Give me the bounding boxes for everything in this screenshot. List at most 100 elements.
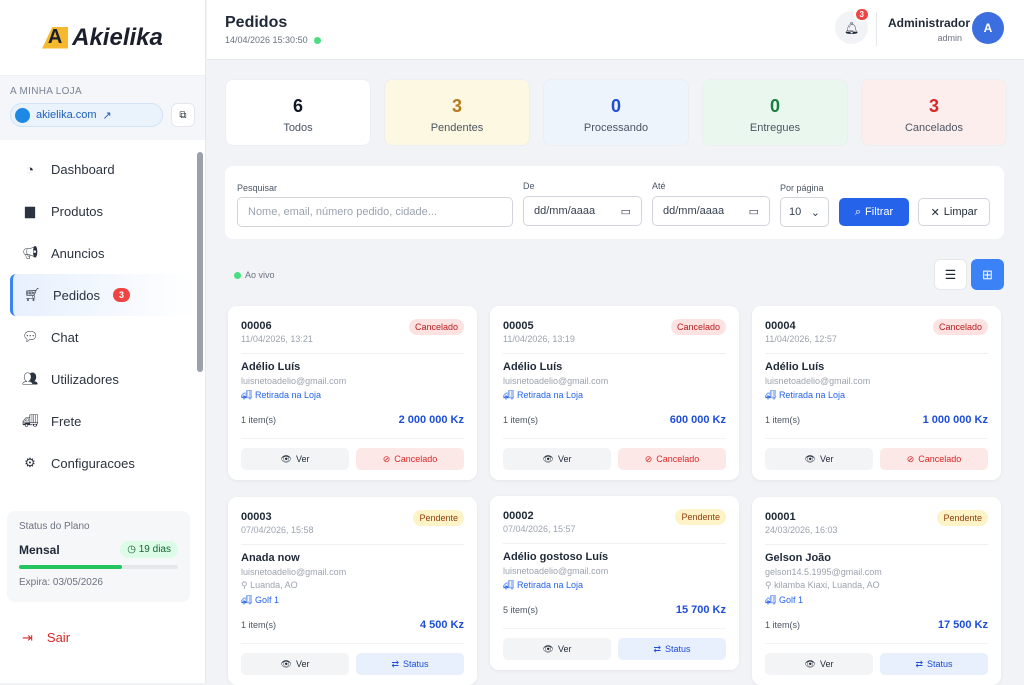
view-button[interactable]: 👁︎ Ver [503, 448, 611, 470]
brand-logo[interactable]: A Akielika [0, 0, 205, 75]
stat-card-pendentes[interactable]: 3 Pendentes [384, 79, 530, 146]
eye-icon: 👁︎ [804, 453, 816, 464]
clock-icon: ◷ [127, 544, 139, 555]
page-datetime: 14/04/2026 15:30:50 [225, 35, 321, 45]
sidebar-item-utilizadores[interactable]: 👥︎ Utilizadores [0, 358, 195, 400]
status-button[interactable]: ⇄ Status [356, 653, 464, 675]
stat-value: 6 [292, 96, 303, 116]
user-info[interactable]: Administrador admin [888, 16, 971, 43]
ban-icon: ⊘ [644, 453, 653, 464]
divider [876, 12, 877, 46]
sidebar-scrollbar[interactable] [197, 152, 203, 372]
status-button[interactable]: ⇄ Status [618, 638, 726, 660]
shipping-method: 🚚︎ Golf 1 [765, 595, 803, 605]
order-date: 24/03/2026, 16:03 [765, 525, 838, 535]
calendar-icon: ▭ [748, 205, 759, 218]
copy-button[interactable]: ⧉ [171, 103, 195, 127]
per-page-select[interactable]: 10 ⌄ [780, 197, 829, 227]
notifications-button[interactable]: 🔔︎ 3 [835, 7, 870, 44]
view-button[interactable]: 👁︎ Ver [241, 653, 349, 675]
sidebar-item-label: Produtos [51, 203, 104, 219]
customer-email: luisnetoadelio@gmail.com [503, 376, 609, 386]
truck-icon: 🚚︎ [503, 390, 517, 400]
store-icon [15, 107, 30, 123]
plan-expiry: Expira: 03/05/2026 [19, 577, 103, 588]
sidebar-item-label: Configuracoes [51, 455, 135, 471]
plan-status: Status do Plano Mensal ◷ 19 dias Expira: … [7, 511, 190, 602]
cancelled-button: ⊘ Cancelado [356, 448, 464, 470]
to-label: Até [652, 181, 666, 191]
order-card: 00002 07/04/2026, 15:57 Pendente Adélio … [490, 496, 739, 670]
stat-card-processando[interactable]: 0 Processando [543, 79, 689, 146]
logout-label: Sair [46, 630, 71, 645]
divider [765, 544, 988, 545]
customer-name: Adélio gostoso Luís [503, 551, 609, 563]
clear-button[interactable]: ✕ Limpar [918, 198, 990, 226]
list-icon: ☰ [944, 266, 957, 282]
close-icon: ✕ [930, 206, 940, 219]
customer-name: Anada now [241, 552, 300, 564]
shipping-method: 🚚︎ Retirada na Loja [503, 580, 583, 590]
sidebar-item-pedidos[interactable]: 🛒︎ Pedidos 3 [10, 274, 195, 316]
view-button[interactable]: 👁︎ Ver [765, 653, 873, 675]
shipping-method: 🚚︎ Retirada na Loja [241, 390, 321, 400]
stat-value: 0 [769, 96, 780, 116]
avatar[interactable]: A [972, 12, 1004, 44]
swap-icon: ⇄ [653, 643, 662, 654]
to-date-input[interactable]: dd/mm/aaaa ▭ [652, 196, 770, 226]
stat-card-todos[interactable]: 6 Todos [225, 79, 371, 146]
customer-email: luisnetoadelio@gmail.com [241, 376, 347, 386]
chevron-down-icon: ⌄ [810, 206, 820, 219]
external-link-icon: ↗ [102, 109, 112, 122]
item-count: 1 item(s) [241, 415, 277, 425]
map-pin-icon: ⚲ [765, 580, 775, 590]
shipping-method: 🚚︎ Retirada na Loja [503, 390, 583, 400]
item-count: 1 item(s) [765, 620, 801, 630]
search-label: Pesquisar [237, 183, 278, 193]
sidebar-item-produtos[interactable]: ▆ Produtos [0, 190, 195, 232]
sidebar-item-frete[interactable]: 🚚︎ Frete [0, 400, 195, 442]
truck-icon: 🚚︎ [503, 580, 517, 590]
live-dot [234, 271, 241, 279]
list-view-button[interactable]: ☰ [934, 259, 967, 290]
sidebar: A Akielika A MINHA LOJA akielika.com ↗ ⧉ ◔… [0, 0, 206, 683]
page-title: Pedidos [225, 14, 288, 31]
item-count: 5 item(s) [503, 605, 539, 615]
stat-value: 3 [451, 96, 462, 116]
logout-icon: ⇥ [22, 630, 33, 645]
customer-name: Adélio Luís [765, 361, 825, 373]
stat-card-cancelados[interactable]: 3 Cancelados [861, 79, 1007, 146]
customer-name: Gelson João [765, 552, 832, 564]
logout-button[interactable]: ⇥ Sair [22, 630, 70, 646]
eye-icon: 👁︎ [542, 643, 554, 654]
user-name: Administrador [888, 16, 971, 30]
stat-card-entregues[interactable]: 0 Entregues [702, 79, 848, 146]
notification-count: 3 [853, 7, 870, 22]
order-total: 2 000 000 Kz [398, 414, 464, 426]
grid-view-button[interactable]: ⊞ [971, 259, 1004, 290]
view-button[interactable]: 👁︎ Ver [241, 448, 349, 470]
sidebar-item-anuncios[interactable]: 📢︎ Anuncios [0, 232, 195, 274]
customer-name: Adélio Luís [241, 361, 301, 373]
filter-button[interactable]: ⌕ Filtrar [839, 198, 909, 226]
status-button[interactable]: ⇄ Status [880, 653, 988, 675]
truck-icon: 🚚︎ [241, 390, 255, 400]
order-date: 11/04/2026, 12:57 [765, 334, 837, 344]
bell-icon: 🔔︎ [843, 20, 860, 35]
customer-location: ⚲ kilamba Kiaxi, Luanda, AO [765, 580, 880, 590]
grid-icon: ⊞ [982, 266, 993, 282]
view-button[interactable]: 👁︎ Ver [503, 638, 611, 660]
order-date: 07/04/2026, 15:58 [241, 525, 314, 535]
sidebar-item-chat[interactable]: 💬︎ Chat [0, 316, 195, 358]
store-link[interactable]: akielika.com ↗ [10, 103, 163, 127]
status-badge: Cancelado [932, 319, 988, 335]
from-date-input[interactable]: dd/mm/aaaa ▭ [523, 196, 642, 226]
sidebar-item-dashboard[interactable]: ◔ Dashboard [0, 148, 195, 190]
sidebar-item-label: Dashboard [51, 161, 115, 177]
search-input[interactable]: Nome, email, número pedido, cidade... [237, 197, 513, 227]
order-id: 00006 [241, 320, 272, 332]
sidebar-item-label: Pedidos [53, 287, 100, 303]
chart-pie-icon: ◔ [26, 161, 34, 177]
view-button[interactable]: 👁︎ Ver [765, 448, 873, 470]
sidebar-item-configuracoes[interactable]: ⚙ Configuracoes [0, 442, 195, 484]
